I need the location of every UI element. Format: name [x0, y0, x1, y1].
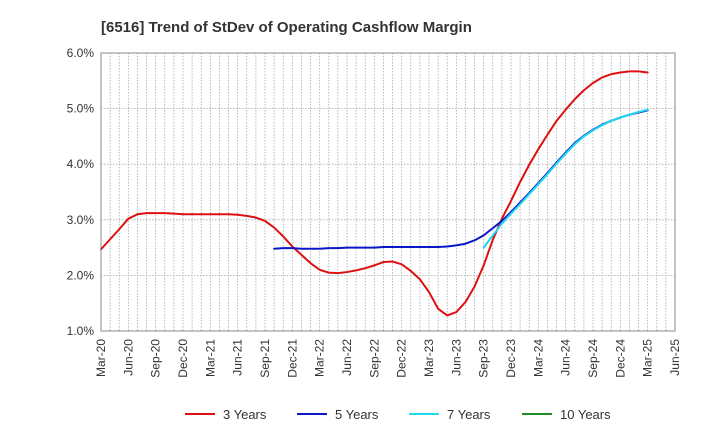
y-tick-label: 2.0% [67, 268, 95, 282]
x-tick-label: Dec-22 [395, 339, 409, 378]
x-tick-label: Sep-20 [149, 339, 163, 378]
y-tick-label: 5.0% [67, 102, 95, 116]
x-tick-label: Sep-22 [367, 339, 381, 378]
x-tick-label: Mar-21 [203, 339, 217, 377]
x-tick-label: Dec-20 [176, 339, 190, 378]
x-tick-label: Sep-24 [586, 339, 600, 378]
x-tick-label: Jun-20 [121, 339, 135, 376]
legend-label-5-years: 5 Years [335, 407, 379, 422]
x-tick-label: Mar-25 [641, 339, 655, 377]
x-tick-label: Mar-22 [313, 339, 327, 377]
x-axis: Mar-20 Jun-20 Sep-20 Dec-20 Mar-21 Jun-21 Sep-… [94, 339, 682, 378]
x-tick-label: Dec-24 [613, 339, 627, 378]
plot-area [100, 52, 676, 332]
x-tick-label: Jun-24 [559, 339, 573, 376]
x-tick-label: Mar-23 [422, 339, 436, 377]
y-axis: 1.0% 2.0% 3.0% 4.0% 5.0% 6.0% [67, 46, 95, 338]
y-tick-label: 6.0% [67, 46, 95, 60]
y-tick-label: 1.0% [67, 324, 95, 338]
series-line-7-years [482, 108, 649, 249]
y-tick-label: 3.0% [67, 213, 95, 227]
series-line-3-years [100, 70, 649, 317]
series-lines [100, 70, 649, 317]
x-tick-label: Jun-25 [668, 339, 682, 376]
x-tick-label: Jun-23 [449, 339, 463, 376]
legend-label-3-years: 3 Years [223, 407, 267, 422]
legend-label-7-years: 7 Years [447, 407, 491, 422]
gridlines [101, 53, 675, 331]
x-tick-label: Jun-22 [340, 339, 354, 376]
legend-label-10-years: 10 Years [560, 407, 611, 422]
x-tick-label: Dec-23 [504, 339, 518, 378]
chart-title: [6516] Trend of StDev of Operating Cashf… [101, 19, 472, 36]
y-tick-label: 4.0% [67, 157, 95, 171]
legend: 3 Years 5 Years 7 Years 10 Years [185, 407, 611, 422]
x-tick-label: Dec-21 [285, 339, 299, 378]
x-tick-label: Sep-21 [258, 339, 272, 378]
x-tick-label: Mar-20 [94, 339, 108, 377]
x-tick-label: Mar-24 [531, 339, 545, 377]
x-tick-label: Sep-23 [477, 339, 491, 378]
x-tick-label: Jun-21 [231, 339, 245, 376]
